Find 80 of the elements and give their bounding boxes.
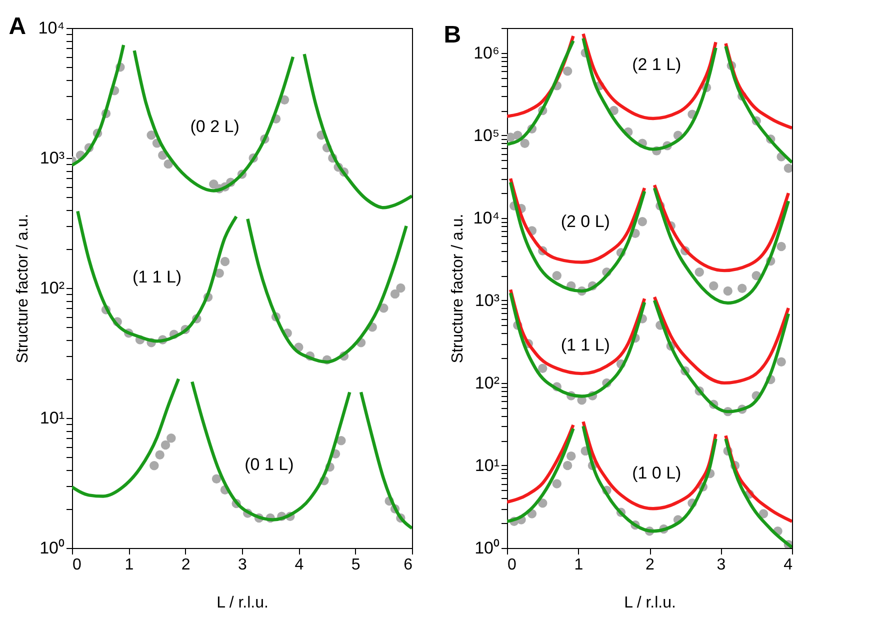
x-tick-label: 6 [404,556,413,574]
y-tick-label: 10¹ [474,456,500,475]
x-tick-label: 1 [574,556,584,574]
point [166,434,176,443]
point [776,242,786,252]
y-tick-label: 10² [40,278,65,298]
chart-title: A [8,13,26,40]
annotation: (1 0 L) [632,464,682,483]
chart-title: B [444,22,462,48]
y-tick-label: 10⁴ [38,18,64,38]
annotation: (0 1 L) [244,454,294,474]
y-tick-label: 10² [474,373,500,392]
line-series [246,217,408,364]
point [723,286,732,296]
x-axis-title: L / r.l.u. [624,594,676,612]
y-tick-label: 10³ [474,290,500,310]
point [336,436,346,446]
line-series [302,52,412,210]
point [155,450,164,460]
x-tick-label: 4 [294,556,304,574]
line-series [359,390,412,530]
y-tick-label: 10⁴ [473,208,500,228]
x-tick-label: 4 [784,556,793,574]
point [562,66,572,76]
point [160,440,170,450]
line-series [652,186,790,305]
point [694,268,704,277]
point [638,217,647,226]
line-series [507,423,575,504]
x-axis-title: L / r.l.u. [216,594,268,612]
y-tick-label: 10⁰ [474,538,500,558]
point [220,256,230,266]
point [562,460,572,470]
point [552,479,562,488]
x-tick-label: 3 [716,556,726,574]
x-tick-label: 0 [72,556,82,574]
y-axis-title: Structure factor / a.u. [14,214,32,364]
point [738,284,747,293]
point [390,289,400,299]
y-tick-label: 10³ [40,148,65,168]
x-tick-label: 2 [181,556,190,574]
annotation: (2 0 L) [560,212,610,231]
point [752,270,761,280]
point [396,283,406,293]
x-tick-label: 5 [351,556,360,574]
point [552,270,562,280]
line-series [652,183,790,272]
line-series [72,43,126,167]
line-series [72,377,180,498]
line-series [190,380,352,522]
annotation: (0 2 L) [190,116,240,136]
y-axis-title: Structure factor / a.u. [449,214,466,364]
point [784,164,792,173]
y-tick-label: 10⁰ [40,538,64,558]
point [709,281,718,290]
x-tick-label: 1 [124,556,134,574]
y-tick-label: 10⁶ [474,43,500,62]
x-tick-label: 3 [238,556,248,574]
line-series [724,437,792,548]
y-tick-label: 10⁵ [474,126,500,145]
annotation: (1 1 L) [560,336,610,355]
y-tick-label: 10¹ [40,408,65,428]
x-tick-label: 2 [646,556,655,574]
line-series [508,291,646,398]
point [212,474,222,484]
point [146,130,156,140]
point [538,498,548,508]
point [566,451,576,461]
line-series [507,426,575,524]
annotation: (1 1 L) [132,268,182,287]
line-series [724,44,792,164]
x-tick-label: 0 [508,556,516,574]
point [150,461,159,470]
point [520,138,530,148]
point [758,509,768,518]
annotation: (2 1 L) [632,54,682,74]
point [538,364,548,374]
point [776,357,786,366]
line-series [652,295,790,385]
line-series [132,49,295,192]
